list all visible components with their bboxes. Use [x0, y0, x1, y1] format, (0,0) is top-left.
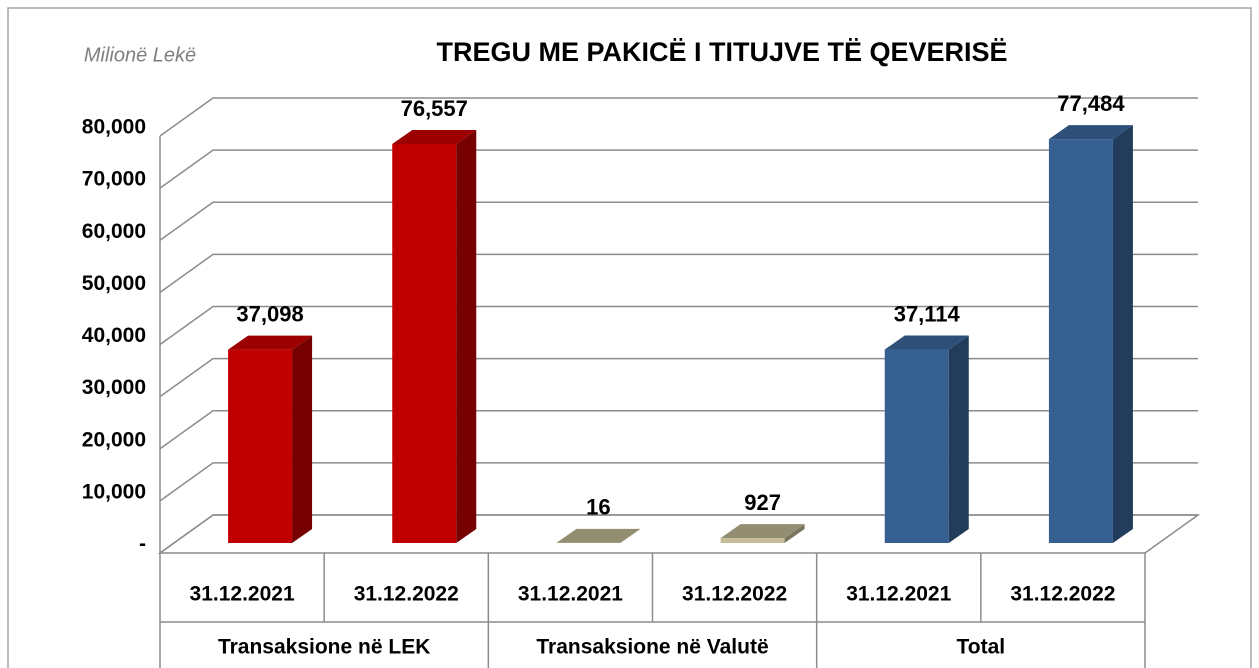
data-label: 16 [586, 495, 610, 520]
group-label: Total [957, 636, 1006, 659]
bar-side [1112, 125, 1133, 543]
data-label: 927 [744, 490, 781, 515]
grid-line [159, 149, 1198, 189]
unit-label: Milionë Lekë [84, 44, 196, 66]
grid-line [159, 97, 1198, 137]
grid-line [159, 201, 1198, 241]
bar-side [948, 335, 969, 543]
y-tick-label: 20,000 [82, 428, 146, 451]
y-tick-label: 30,000 [82, 376, 146, 399]
x-tick-label: 31.12.2021 [518, 583, 623, 606]
y-tick-label: - [139, 533, 146, 556]
x-tick-label: 31.12.2021 [846, 583, 951, 606]
bar-front [392, 143, 457, 543]
bar-front [884, 349, 949, 543]
bar-side [456, 129, 477, 543]
group-label: Transaksione në LEK [218, 636, 430, 659]
bar-top [1048, 125, 1133, 140]
data-label: 77,484 [1057, 91, 1125, 116]
grid-line [159, 410, 1198, 450]
bar-side [784, 524, 805, 543]
x-tick-label: 31.12.2022 [1010, 583, 1115, 606]
grid-line [159, 357, 1198, 398]
bar-top [720, 524, 805, 539]
bar-side [292, 335, 313, 543]
bar-front [1048, 139, 1113, 543]
data-label: 37,114 [894, 301, 961, 326]
y-tick-label: 10,000 [82, 480, 146, 503]
y-tick-label: 50,000 [82, 272, 146, 295]
grid-line [159, 305, 1198, 346]
bar-top [392, 129, 477, 144]
y-tick-label: 70,000 [82, 168, 146, 191]
x-tick-label: 31.12.2021 [190, 583, 295, 606]
group-label: Transaksione në Valutë [536, 636, 768, 659]
bar-front [720, 538, 785, 543]
bar-top [556, 528, 641, 543]
data-label: 76,557 [401, 96, 468, 121]
chart-frame [7, 7, 1252, 668]
bar-top [228, 335, 313, 350]
x-tick-label: 31.12.2022 [354, 583, 459, 606]
y-tick-label: 40,000 [82, 324, 146, 347]
grid-line [159, 462, 1198, 502]
y-tick-label: 60,000 [82, 220, 146, 243]
data-label: 37,098 [236, 301, 303, 326]
bar-front [228, 349, 293, 543]
chart-title: TREGU ME PAKICË I TITUJVE TË QEVERISË [436, 37, 1007, 67]
x-tick-label: 31.12.2022 [682, 583, 787, 606]
grid-line [159, 253, 1198, 293]
y-tick-label: 80,000 [82, 116, 146, 139]
bar-side [620, 528, 641, 543]
bar-top [884, 335, 969, 350]
grid-line [159, 514, 1198, 554]
